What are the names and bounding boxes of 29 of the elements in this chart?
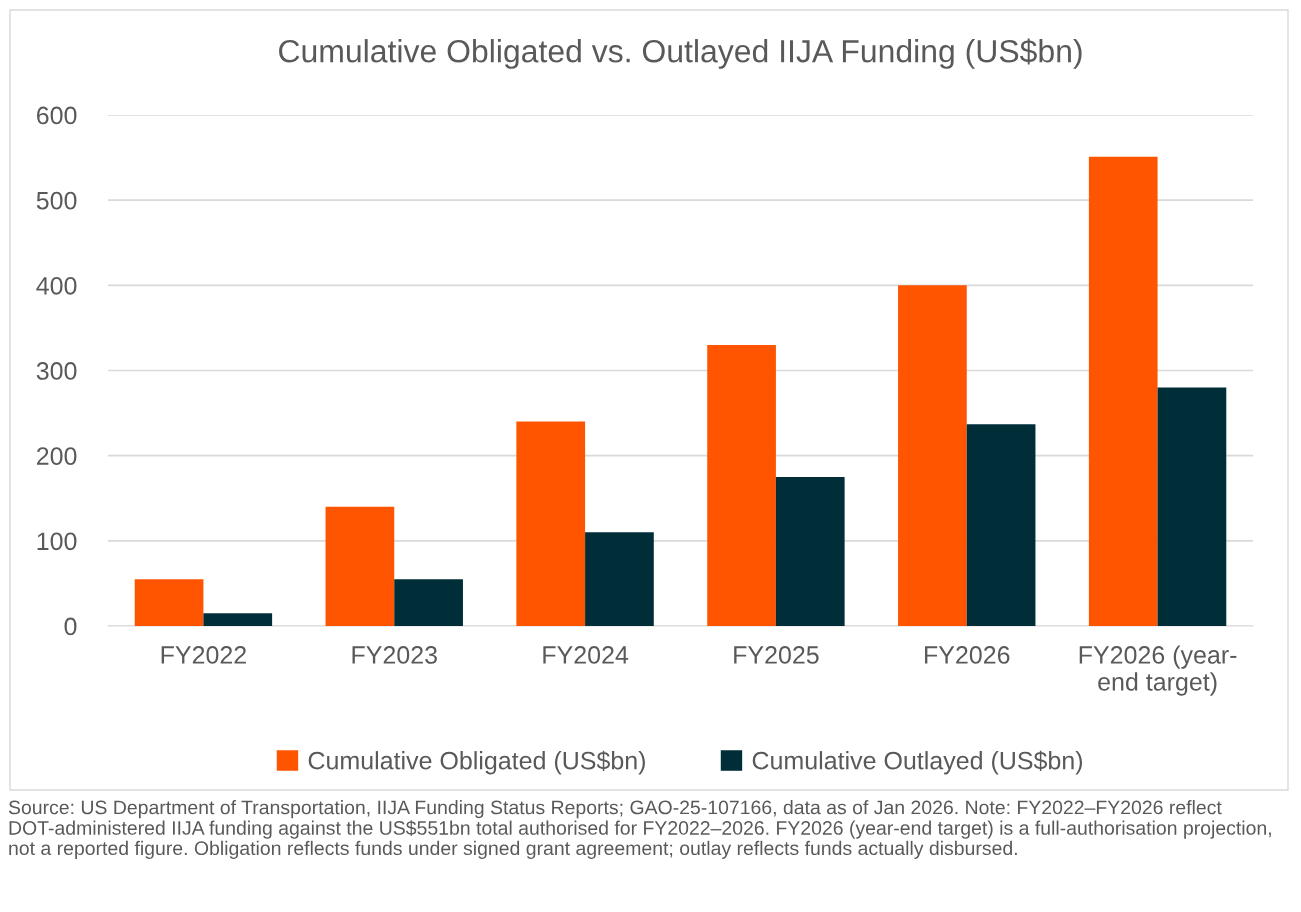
y-tick-label: 100 [37, 532, 77, 551]
y-tick-label: 500 [36, 191, 77, 210]
x-tick-label: FY2022 [161, 646, 246, 664]
y-tick-label: 600 [37, 106, 77, 125]
x-tick-label: FY2023 [352, 646, 437, 664]
bar [775, 476, 845, 626]
legend-label: Cumulative Outlayed (US$bn) [752, 750, 1083, 775]
bar [898, 285, 967, 626]
y-tick-label: 300 [36, 362, 77, 380]
x-tick-label: FY2026 [925, 646, 1010, 664]
x-tick-label: FY2024 [543, 646, 629, 664]
bar [1088, 156, 1158, 626]
bar [203, 613, 273, 626]
x-tick-label: FY2025 [734, 646, 819, 664]
bar [1157, 387, 1227, 626]
source-note: Source: US Department of Transportation, IIJA Funding Status Reports; GAO-25-107166, data as of Jan 2026. Note: FY2022–FY2026 reflect DOT-administered IIJA funding against the US$551bn total authorised for FY2022–2026. FY2026 (year-end target) is a full-authorisation projection, not a reported figure. Obligation reflects funds under signed grant agreement; outlay reflects funds actually disbursed. [8, 800, 1271, 859]
y-tick-label: 200 [37, 447, 77, 465]
legend-label: Cumulative Obligated (US$bn) [308, 750, 645, 775]
bar [134, 579, 204, 626]
bar [394, 579, 463, 626]
bar [325, 506, 395, 626]
bar [585, 532, 654, 626]
bar [516, 421, 586, 626]
bar [966, 424, 1036, 626]
y-tick-label: 0 [64, 617, 77, 636]
y-tick-label: 400 [36, 276, 77, 295]
x-tick-label: FY2026 (year- end target) [1079, 645, 1237, 696]
chart-title: Cumulative Obligated vs. Outlayed IIJA Funding (US$bn) [279, 38, 1082, 69]
bar [707, 344, 776, 626]
